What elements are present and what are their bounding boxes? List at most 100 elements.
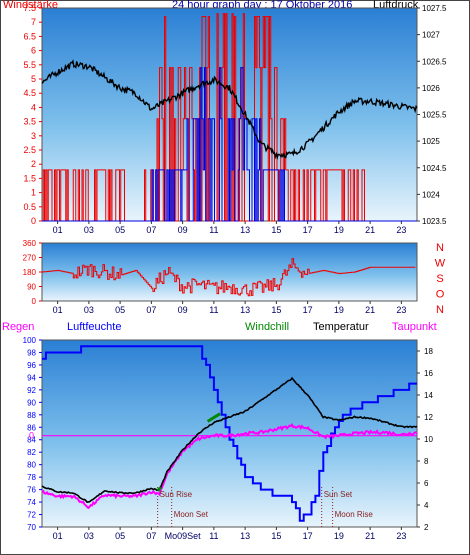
chart2-direction-label: N bbox=[436, 242, 444, 254]
wind-average-line bbox=[42, 67, 417, 222]
legend-regen: Regen bbox=[2, 321, 35, 333]
chart3-xtick-label: 17 bbox=[303, 531, 313, 541]
chart3-ytick-label: 82 bbox=[27, 448, 36, 457]
chart3-rtick-label: 8 bbox=[424, 457, 429, 466]
chart1-xtick-label: 13 bbox=[240, 225, 250, 235]
chart3-xtick-label: 05 bbox=[115, 531, 125, 541]
chart2-xtick-label: 11 bbox=[209, 305, 218, 315]
chart3-rain-tick-label: 0 bbox=[29, 431, 34, 441]
chart2-ytick-label: 0 bbox=[32, 297, 37, 306]
chart3-xtick-label: 19 bbox=[334, 531, 344, 541]
chart2-ytick-label: 360 bbox=[23, 239, 37, 248]
annotation-label: Moon Rise bbox=[335, 510, 374, 519]
chart3-ytick-label: 78 bbox=[27, 473, 36, 482]
chart3-rtick-label: 16 bbox=[424, 369, 433, 378]
chart1-ytick-label: 3.5 bbox=[23, 117, 36, 127]
chart1-ytick-label: 4 bbox=[31, 102, 36, 112]
chart2-xtick-label: 09 bbox=[178, 305, 188, 315]
chart1-xtick-label: 23 bbox=[396, 225, 406, 235]
chart2-xtick-label: 01 bbox=[53, 305, 63, 315]
chart1-xtick-label: 21 bbox=[365, 225, 375, 235]
wind-gust-line bbox=[42, 13, 417, 222]
chart3-rtick-label: 4 bbox=[424, 501, 429, 510]
chart3-xtick-label: Mo09Set bbox=[165, 531, 202, 541]
chart2-plot-area bbox=[41, 242, 418, 302]
pressure-label: Luftdruck bbox=[373, 0, 419, 11]
chart3-xtick-label: 11 bbox=[209, 531, 218, 541]
chart3-ytick-label: 92 bbox=[27, 386, 36, 395]
chart1-xtick-label: 05 bbox=[115, 225, 125, 235]
chart2-xtick-label: 15 bbox=[271, 305, 281, 315]
chart1-ytick-label: 7 bbox=[31, 17, 36, 27]
chart1-ytick-label: 1 bbox=[31, 188, 36, 198]
chart1-ytick-label: 1.5 bbox=[23, 173, 36, 183]
pressure-line bbox=[41, 59, 418, 161]
chart1-rtick-label: 1023.5 bbox=[422, 217, 447, 226]
chart1-ytick-label: 7.5 bbox=[23, 3, 36, 13]
chart3-ytick-label: 70 bbox=[27, 523, 36, 532]
chart3-xtick-label: 23 bbox=[396, 531, 406, 541]
annotation-label: Sun Set bbox=[324, 490, 353, 499]
chart3-ytick-label: 90 bbox=[27, 398, 36, 407]
chart3-ytick-label: 98 bbox=[27, 348, 36, 357]
chart1-xtick-label: 17 bbox=[303, 225, 313, 235]
windchill-segment bbox=[206, 412, 221, 423]
chart2-ytick-label: 90 bbox=[27, 283, 36, 292]
chart2-xtick-label: 23 bbox=[396, 305, 406, 315]
chart1-rtick-label: 1025 bbox=[422, 137, 440, 146]
chart-title: 24 hour graph day : 17 Oktober 2016 bbox=[172, 0, 353, 11]
chart1-ytick-label: 6.5 bbox=[23, 31, 36, 41]
windchill-segment bbox=[156, 486, 162, 492]
chart1-rtick-label: 1026.5 bbox=[422, 57, 447, 66]
chart2-ytick-label: 180 bbox=[23, 268, 37, 277]
wind-direction-line bbox=[42, 258, 416, 297]
chart1-rtick-label: 1027 bbox=[422, 31, 440, 40]
chart1-ytick-label: 4.5 bbox=[23, 88, 36, 98]
chart3-xtick-label: 21 bbox=[365, 531, 375, 541]
chart1-rtick-label: 1024.5 bbox=[422, 164, 447, 173]
chart3-ytick-label: 86 bbox=[27, 423, 36, 432]
chart3-ytick-label: 100 bbox=[23, 336, 37, 345]
dewpoint-line bbox=[41, 422, 418, 510]
chart1-ytick-label: 0.5 bbox=[23, 202, 36, 212]
chart3-rtick-label: 10 bbox=[424, 435, 433, 444]
chart3-xtick-label: 13 bbox=[240, 531, 250, 541]
legend-luftfeuchte: Luftfeuchte bbox=[67, 321, 122, 333]
chart1-rtick-label: 1025.5 bbox=[422, 111, 447, 120]
chart2-direction-label: W bbox=[435, 258, 446, 270]
chart3-ytick-label: 76 bbox=[27, 486, 36, 495]
chart1-ytick-label: 6 bbox=[31, 46, 36, 56]
chart1-xtick-label: 11 bbox=[209, 225, 218, 235]
chart1-ytick-label: 5.5 bbox=[23, 60, 36, 70]
annotation-label: Sun Rise bbox=[160, 490, 193, 499]
chart3-ytick-label: 72 bbox=[27, 511, 36, 520]
chart1-xtick-label: 01 bbox=[53, 225, 63, 235]
annotation-label: Moon Set bbox=[174, 510, 209, 519]
chart2-xtick-label: 19 bbox=[334, 305, 344, 315]
chart3-rtick-label: 6 bbox=[424, 479, 429, 488]
chart2-direction-label: N bbox=[436, 304, 444, 316]
chart3-xtick-label: 15 bbox=[271, 531, 281, 541]
chart1-ytick-label: 3 bbox=[31, 131, 36, 141]
chart2-xtick-label: 17 bbox=[303, 305, 313, 315]
chart3-ytick-label: 80 bbox=[27, 461, 36, 470]
legend-temperatur: Temperatur bbox=[313, 321, 369, 333]
chart2-xtick-label: 07 bbox=[146, 305, 156, 315]
chart1-xtick-label: 15 bbox=[271, 225, 281, 235]
temperature-line bbox=[41, 376, 418, 503]
chart3-xtick-label: 07 bbox=[146, 531, 156, 541]
chart1-ytick-label: 2 bbox=[31, 159, 36, 169]
chart1-rtick-label: 1024 bbox=[422, 190, 440, 199]
chart3-ytick-label: 96 bbox=[27, 361, 36, 370]
chart2-xtick-label: 03 bbox=[84, 305, 94, 315]
chart2-xtick-label: 21 bbox=[365, 305, 375, 315]
chart3-ytick-label: 88 bbox=[27, 411, 36, 420]
chart1-ytick-label: 0 bbox=[31, 216, 36, 226]
chart1-xtick-label: 09 bbox=[178, 225, 188, 235]
chart1-xtick-label: 03 bbox=[84, 225, 94, 235]
chart1-ytick-label: 5 bbox=[31, 74, 36, 84]
chart3-ytick-label: 94 bbox=[27, 373, 36, 382]
chart2-xtick-label: 13 bbox=[240, 305, 250, 315]
legend-taupunkt: Taupunkt bbox=[392, 321, 437, 333]
chart3-rtick-label: 18 bbox=[424, 347, 433, 356]
